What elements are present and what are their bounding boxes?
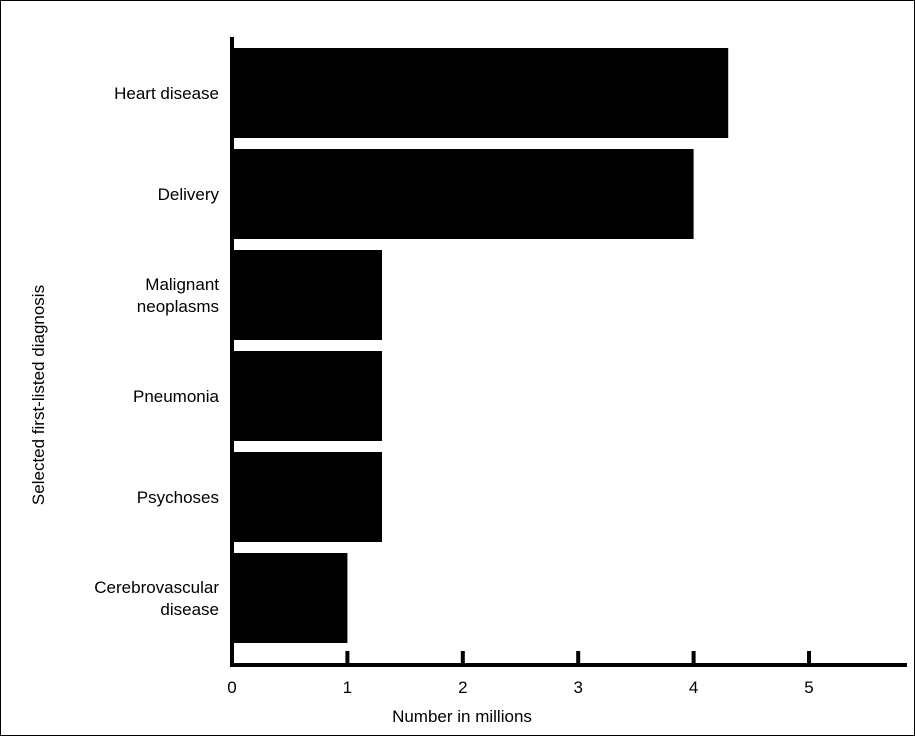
category-label: Delivery xyxy=(158,185,220,204)
category-label-line: Psychoses xyxy=(137,488,219,507)
category-label-line: Pneumonia xyxy=(133,387,220,406)
x-tick-label: 2 xyxy=(458,678,467,697)
x-tick-label: 5 xyxy=(804,678,813,697)
x-tick-label: 3 xyxy=(573,678,582,697)
bar xyxy=(232,250,383,340)
category-label-line: Delivery xyxy=(158,185,220,204)
category-label-line: Malignant xyxy=(145,275,219,294)
bar xyxy=(232,149,694,239)
category-label-line: Heart disease xyxy=(114,84,219,103)
category-label-line: Cerebrovascular xyxy=(94,578,219,597)
x-ticks: 0 1 2 3 4 5 xyxy=(227,651,814,697)
bar xyxy=(232,48,729,138)
category-label: Malignant neoplasms xyxy=(137,275,219,316)
x-tick-label: 1 xyxy=(343,678,352,697)
category-label-line: disease xyxy=(160,600,219,619)
category-label: Cerebrovascular disease xyxy=(94,578,219,619)
y-axis-label: Selected first-listed diagnosis xyxy=(29,285,48,505)
category-label: Heart disease xyxy=(114,84,219,103)
bars-group xyxy=(232,48,729,643)
category-labels: Heart disease Delivery Malignant neoplasms P… xyxy=(94,84,219,619)
x-tick-label: 4 xyxy=(689,678,698,697)
x-axis-label: Number in millions xyxy=(392,707,532,726)
x-tick-label: 0 xyxy=(227,678,236,697)
category-label: Psychoses xyxy=(137,488,219,507)
bar xyxy=(232,351,383,441)
category-label: Pneumonia xyxy=(133,387,220,406)
bar xyxy=(232,553,348,643)
bar xyxy=(232,452,383,542)
category-label-line: neoplasms xyxy=(137,297,219,316)
axes-group xyxy=(230,37,907,667)
